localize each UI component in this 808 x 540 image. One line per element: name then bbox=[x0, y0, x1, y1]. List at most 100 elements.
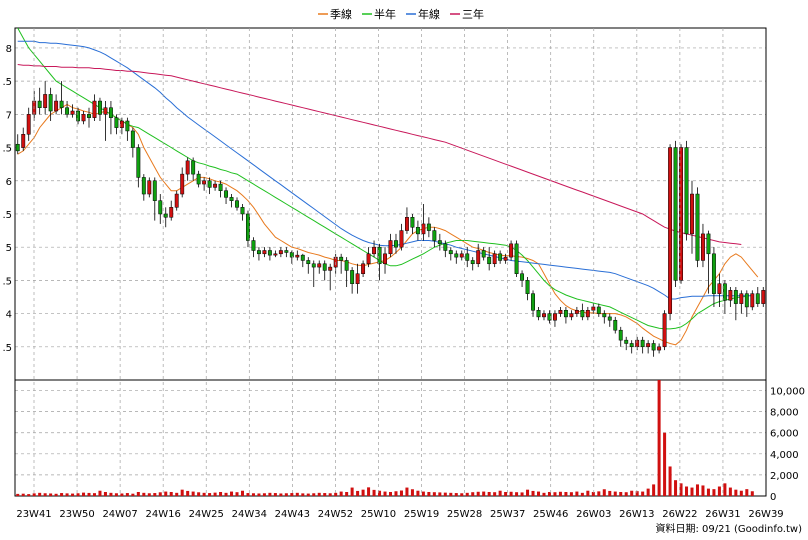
volume-bar bbox=[49, 493, 53, 496]
volume-bar bbox=[750, 491, 754, 496]
candle-body bbox=[202, 180, 207, 185]
candle-body bbox=[295, 254, 300, 258]
volume-bar bbox=[652, 484, 656, 496]
candle-body bbox=[744, 293, 749, 308]
candle bbox=[158, 194, 163, 224]
candle-body bbox=[394, 240, 398, 248]
candle bbox=[125, 117, 130, 141]
candle bbox=[256, 247, 261, 261]
candle-body bbox=[43, 94, 48, 108]
volume-bar bbox=[586, 490, 590, 496]
volume-bar bbox=[701, 485, 705, 496]
volume-panel: 0 2,000 4,000 6,000 8,000 10,000 bbox=[14, 379, 805, 503]
candle-body bbox=[498, 253, 503, 261]
candle bbox=[37, 87, 42, 115]
candle-body bbox=[717, 283, 722, 294]
candle-body bbox=[690, 193, 694, 235]
candle-body bbox=[361, 263, 366, 274]
candle-body bbox=[569, 313, 574, 318]
candle bbox=[81, 111, 86, 125]
volume-bar bbox=[191, 491, 195, 496]
candle bbox=[130, 127, 135, 158]
candle bbox=[410, 213, 415, 234]
candle bbox=[432, 227, 437, 248]
candle-body bbox=[465, 253, 470, 261]
ma-line-0 bbox=[17, 103, 759, 346]
x-tick-label-6: 24W43 bbox=[275, 509, 310, 520]
candle-body bbox=[739, 293, 744, 304]
candle-body bbox=[306, 260, 311, 265]
volume-bar bbox=[515, 492, 519, 496]
candle-body bbox=[596, 306, 601, 314]
candle bbox=[235, 197, 239, 211]
candle-body bbox=[311, 263, 316, 268]
candle-body bbox=[158, 200, 163, 215]
volume-bar bbox=[367, 487, 371, 496]
x-tick-label-4: 24W25 bbox=[189, 509, 224, 520]
candle-body bbox=[591, 306, 596, 311]
volume-bar bbox=[416, 490, 420, 496]
candle-body bbox=[218, 183, 223, 191]
candle-body bbox=[108, 107, 113, 118]
candle-body bbox=[300, 254, 305, 261]
candle-body bbox=[415, 226, 420, 235]
candle bbox=[509, 240, 514, 261]
candle bbox=[339, 253, 344, 274]
candle-body bbox=[542, 313, 546, 318]
candle-body bbox=[366, 253, 371, 265]
candle-body bbox=[65, 107, 70, 115]
volume-bar bbox=[657, 380, 661, 496]
candle bbox=[103, 101, 108, 141]
candle bbox=[569, 310, 574, 321]
volume-tick-label-4: 8,000 bbox=[770, 408, 799, 419]
candle bbox=[169, 200, 174, 221]
volume-tick-label-5: 10,000 bbox=[770, 387, 805, 398]
volume-bar bbox=[388, 491, 393, 496]
volume-bar bbox=[553, 492, 557, 496]
volume-tick-label-1: 2,000 bbox=[770, 471, 799, 482]
candle bbox=[607, 313, 612, 327]
candle-body bbox=[421, 223, 426, 235]
candle bbox=[306, 257, 311, 274]
candle bbox=[651, 340, 656, 357]
candle bbox=[706, 230, 711, 294]
candle bbox=[372, 240, 377, 258]
volume-bar bbox=[460, 493, 464, 496]
candle-body bbox=[372, 246, 377, 255]
volume-bar bbox=[575, 491, 579, 496]
volume-bar bbox=[202, 492, 206, 496]
volume-bar bbox=[465, 492, 469, 496]
volume-bar bbox=[230, 491, 234, 496]
candle bbox=[722, 280, 727, 314]
candle-body bbox=[662, 313, 667, 348]
candle-body bbox=[750, 293, 755, 308]
volume-bar bbox=[432, 492, 436, 496]
volume-bar bbox=[498, 490, 502, 496]
volume-bar bbox=[175, 492, 179, 496]
ma-line-1 bbox=[17, 28, 747, 330]
volume-bar bbox=[235, 492, 239, 496]
volume-bar bbox=[558, 491, 562, 496]
candle-body bbox=[213, 183, 218, 188]
price-plot-area bbox=[15, 28, 766, 357]
candle-body bbox=[629, 343, 634, 348]
x-tick-label-1: 23W50 bbox=[59, 509, 94, 520]
candle-body bbox=[711, 253, 716, 294]
volume-bar bbox=[717, 486, 721, 496]
volume-bar bbox=[526, 489, 530, 496]
candle-body bbox=[229, 197, 234, 201]
candle-body bbox=[339, 256, 344, 261]
candle bbox=[761, 287, 766, 307]
candle bbox=[426, 217, 431, 238]
candle-body bbox=[481, 250, 486, 258]
candle-body bbox=[509, 243, 514, 258]
volume-bar bbox=[76, 493, 80, 496]
candle bbox=[684, 140, 689, 241]
volume-bar bbox=[443, 492, 447, 496]
volume-bar bbox=[27, 494, 31, 496]
candle bbox=[394, 233, 398, 254]
candle-body bbox=[240, 207, 245, 215]
price-tick-label-7: 7 bbox=[6, 110, 12, 121]
candle-body bbox=[147, 180, 152, 195]
candle-body bbox=[487, 256, 492, 265]
